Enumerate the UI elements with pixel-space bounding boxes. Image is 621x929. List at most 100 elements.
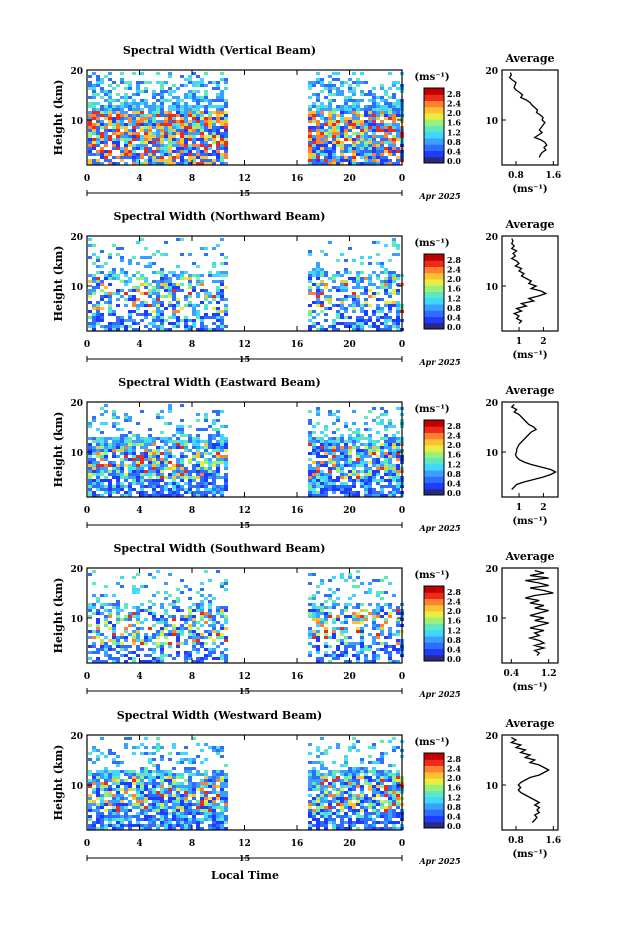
average-x-tick-label: 1.6 xyxy=(545,836,561,846)
colorbar-tick-label: 1.6 xyxy=(447,783,461,793)
x-tick-label: 16 xyxy=(291,672,304,682)
colorbar-swatch xyxy=(424,586,444,593)
colorbar-swatch xyxy=(424,125,444,133)
x-tick-label: 16 xyxy=(291,506,304,516)
colorbar: (ms⁻¹) 2.82.42.01.61.20.80.40.0 xyxy=(414,570,461,664)
colorbar-swatch xyxy=(424,316,444,324)
colorbar-swatch xyxy=(424,642,444,649)
panel-4: Spectral Width (Southward Beam) 10 20 Heigh… xyxy=(52,542,559,699)
colorbar-tick-label: 0.0 xyxy=(447,322,461,332)
colorbar-frame xyxy=(423,253,445,330)
panels: Spectral Width (Vertical Beam)1020Height… xyxy=(52,44,561,866)
colorbar-frame xyxy=(423,87,445,164)
colorbar-tick-label: 2.0 xyxy=(447,606,461,616)
date-label: Apr 2025 xyxy=(418,523,461,533)
x-tick-label: 0 xyxy=(399,340,405,350)
colorbar-swatch xyxy=(424,150,444,158)
average-y-tick-label: 10 xyxy=(485,449,498,459)
x-tick-label: 8 xyxy=(189,174,195,184)
average-x-label: (ms⁻¹) xyxy=(512,682,547,693)
colorbar: (ms⁻¹) 2.82.42.01.61.20.80.40.0 xyxy=(414,72,461,166)
colorbar-swatch xyxy=(424,488,444,496)
colorbar-swatch xyxy=(424,426,444,433)
colorbar: (ms⁻¹) 2.82.42.01.61.20.80.40.0 xyxy=(414,238,461,332)
panel-title: Spectral Width (Northward Beam) xyxy=(114,210,326,223)
plot-frame xyxy=(86,235,403,332)
colorbar-swatch xyxy=(424,438,444,446)
colorbar-swatch xyxy=(424,778,444,785)
average-x-tick-label: 2 xyxy=(540,503,546,513)
colorbar-swatch xyxy=(424,131,444,139)
average-y-tick-label: 10 xyxy=(485,782,498,792)
average-y-tick-label: 20 xyxy=(485,67,498,77)
colorbar-frame xyxy=(423,419,445,496)
average-x-tick-label: 1.6 xyxy=(545,171,561,181)
x-tick-label: 8 xyxy=(189,839,195,849)
colorbar-tick-label: 2.8 xyxy=(447,754,461,764)
x-tick-label: 8 xyxy=(189,506,195,516)
colorbar-tick-label: 1.2 xyxy=(447,293,461,303)
colorbar-swatch xyxy=(424,445,444,452)
colorbar-swatch xyxy=(424,623,444,631)
panel-2: Spectral Width (Northward Beam) 10 20 Heigh… xyxy=(52,210,559,367)
colorbar: (ms⁻¹) 2.82.42.01.61.20.80.40.0 xyxy=(414,404,461,498)
colorbar-swatch xyxy=(424,654,444,662)
y-tick-label: 20 xyxy=(70,732,83,742)
y-tick-label: 20 xyxy=(70,67,83,77)
x-tick-label: 0 xyxy=(84,672,90,682)
average-panel: Average 10 20 0.8 1.6 (ms⁻¹) xyxy=(485,717,561,860)
x-tick-label: 20 xyxy=(343,839,356,849)
y-tick-label: 20 xyxy=(70,399,83,409)
colorbar-swatch xyxy=(424,113,444,120)
colorbar-tick-label: 1.6 xyxy=(447,118,461,128)
x-tick-label: 12 xyxy=(238,174,251,184)
colorbar-swatch xyxy=(424,790,444,798)
x-tick-label: 0 xyxy=(84,340,90,350)
colorbar-tick-label: 0.4 xyxy=(447,811,461,821)
y-tick-label: 10 xyxy=(70,615,83,625)
average-x-tick-label: 0.8 xyxy=(508,836,524,846)
average-profile-line xyxy=(510,404,558,490)
x-tick-label: 0 xyxy=(399,506,405,516)
colorbar-frame xyxy=(423,752,445,829)
average-panel: Average 10 20 0.8 1.6 (ms⁻¹) xyxy=(485,52,561,195)
y-axis-label: Height (km) xyxy=(52,246,65,322)
colorbar-swatch xyxy=(424,636,444,643)
average-y-tick-label: 20 xyxy=(485,233,498,243)
colorbar-tick-label: 1.2 xyxy=(447,792,461,802)
x-tick-label: 0 xyxy=(84,506,90,516)
average-y-tick-label: 20 xyxy=(485,732,498,742)
x-tick-label: 12 xyxy=(238,506,251,516)
colorbar-swatch xyxy=(424,266,444,274)
colorbar-tick-label: 0.4 xyxy=(447,644,461,654)
colorbar-tick-label: 2.4 xyxy=(447,431,461,441)
colorbar-tick-label: 0.8 xyxy=(447,635,461,645)
y-tick-label: 10 xyxy=(70,283,83,293)
colorbar-tick-label: 2.0 xyxy=(447,274,461,284)
colorbar-tick-label: 2.8 xyxy=(447,421,461,431)
x-tick-label: 4 xyxy=(136,839,142,849)
colorbar-tick-label: 0.4 xyxy=(447,312,461,322)
panel-3: Spectral Width (Eastward Beam)1020Height… xyxy=(52,376,559,533)
date-label: Apr 2025 xyxy=(418,191,461,201)
x-tick-label: 16 xyxy=(291,174,304,184)
average-x-tick-label: 0.4 xyxy=(503,669,519,679)
colorbar-swatch xyxy=(424,482,444,490)
panel-5: Spectral Width (Westward Beam) 10 20 Height… xyxy=(52,709,561,866)
average-frame xyxy=(501,734,559,831)
colorbar-tick-label: 0.0 xyxy=(447,488,461,498)
heatmap-cells xyxy=(88,72,404,165)
y-axis-label: Height (km) xyxy=(52,80,65,156)
day-label: 15 xyxy=(239,188,250,198)
date-label: Apr 2025 xyxy=(418,689,461,699)
colorbar-swatch xyxy=(424,451,444,458)
average-title: Average xyxy=(504,550,554,563)
colorbar-swatch xyxy=(424,796,444,804)
colorbar-tick-label: 1.6 xyxy=(447,450,461,460)
colorbar-tick-label: 0.8 xyxy=(447,137,461,147)
colorbar-swatch xyxy=(424,753,444,760)
y-tick-label: 10 xyxy=(70,117,83,127)
colorbar-tick-label: 2.8 xyxy=(447,255,461,265)
colorbar-swatch xyxy=(424,598,444,606)
